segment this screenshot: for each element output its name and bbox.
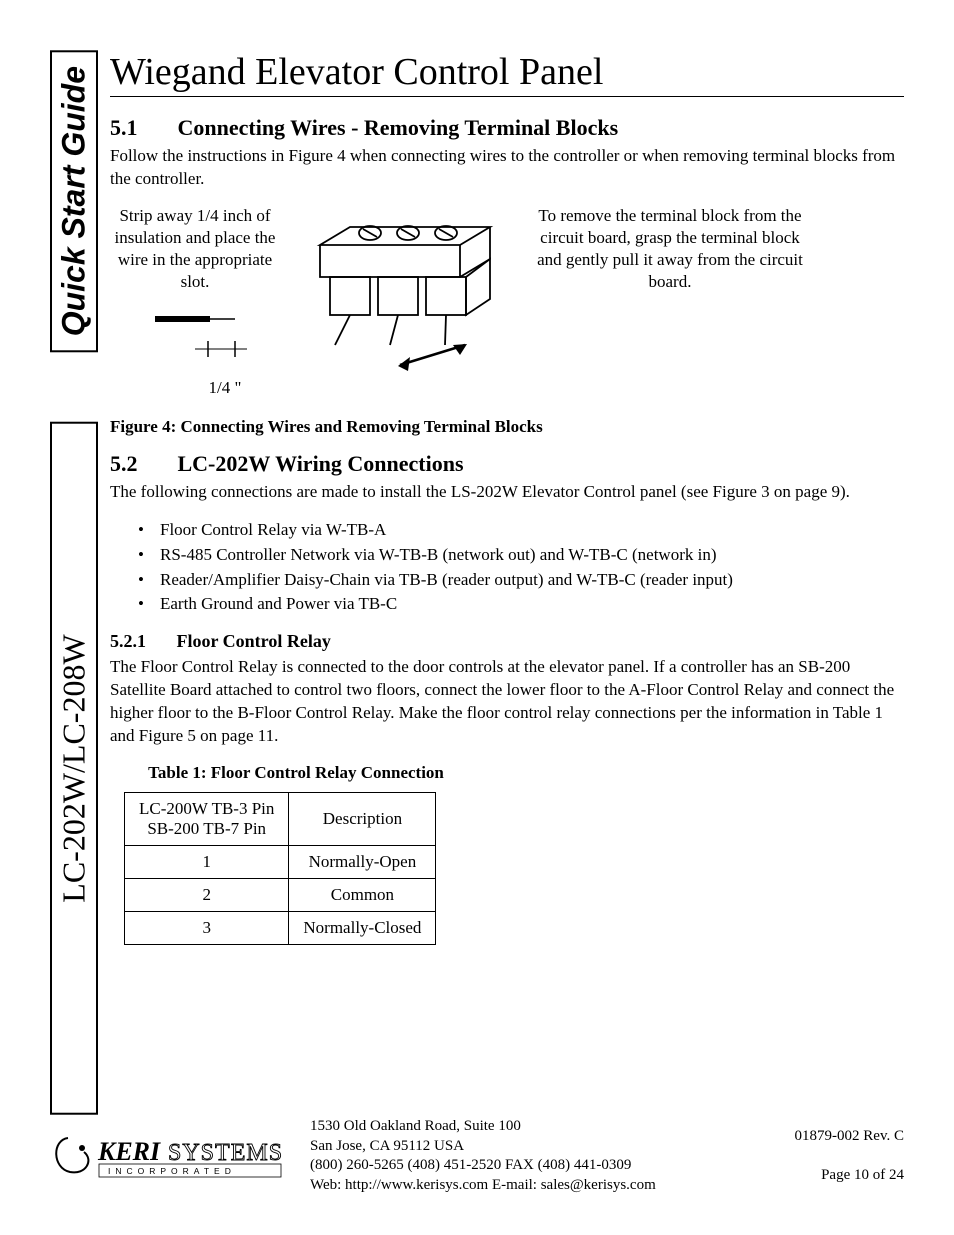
body-5-2: The following connections are made to in… (110, 481, 904, 504)
cell-pin: 2 (125, 878, 289, 911)
table-row: 3 Normally-Closed (125, 911, 436, 944)
bullet-item: Reader/Amplifier Daisy-Chain via TB-B (r… (138, 568, 904, 593)
cell-pin: 1 (125, 845, 289, 878)
figure-4-terminal-block-drawing (290, 205, 520, 390)
heading-5-1-num: 5.1 (110, 115, 172, 141)
footer-address: 1530 Old Oakland Road, Suite 100 San Jos… (310, 1117, 775, 1195)
figure-4: Strip away 1/4 inch of insulation and pl… (110, 205, 904, 400)
side-quick-start-guide-box: Quick Start Guide (50, 50, 98, 352)
heading-5-2: 5.2 LC-202W Wiring Connections (110, 451, 904, 477)
heading-5-1-text: Connecting Wires - Removing Terminal Blo… (178, 115, 619, 140)
table-header-desc: Description (289, 792, 436, 845)
bullets-5-2: Floor Control Relay via W-TB-A RS-485 Co… (138, 518, 904, 617)
figure-4-left-caption: Strip away 1/4 inch of insulation and pl… (110, 205, 280, 400)
body-5-1: Follow the instructions in Figure 4 when… (110, 145, 904, 191)
th-line1: LC-200W TB-3 Pin (139, 799, 274, 819)
cell-desc: Common (289, 878, 436, 911)
side-model-box: LC-202W/LC-208W (50, 422, 98, 1115)
table-1-caption: Table 1: Floor Control Relay Connection (136, 762, 456, 784)
side-labels: Quick Start Guide LC-202W/LC-208W (50, 50, 98, 1115)
side-qsg-text: Quick Start Guide (56, 66, 93, 336)
keri-systems-logo: KERI SYSTEMS INCORPORATED (50, 1126, 290, 1187)
figure-4-left-text: Strip away 1/4 inch of insulation and pl… (110, 205, 280, 293)
rev-text: 01879-002 Rev. C (795, 1127, 904, 1147)
addr-line: (800) 260-5265 (408) 451-2520 FAX (408) … (310, 1156, 775, 1176)
table-header-pin: LC-200W TB-3 Pin SB-200 TB-7 Pin (125, 792, 289, 845)
cell-desc: Normally-Open (289, 845, 436, 878)
addr-line: San Jose, CA 95112 USA (310, 1137, 775, 1157)
figure-4-right-caption: To remove the terminal block from the ci… (530, 205, 810, 293)
th-line2: SB-200 TB-7 Pin (139, 819, 274, 839)
table-row: 2 Common (125, 878, 436, 911)
svg-text:SYSTEMS: SYSTEMS (168, 1140, 283, 1166)
figure-4-caption: Figure 4: Connecting Wires and Removing … (110, 417, 904, 437)
table-row: 1 Normally-Open (125, 845, 436, 878)
footer-rev-page: 01879-002 Rev. C Page 10 of 24 (795, 1127, 904, 1186)
heading-5-2-1-text: Floor Control Relay (177, 631, 331, 651)
body-5-2-1: The Floor Control Relay is connected to … (110, 656, 904, 748)
table-1: LC-200W TB-3 Pin SB-200 TB-7 Pin Descrip… (124, 792, 436, 945)
cell-pin: 3 (125, 911, 289, 944)
addr-line: Web: http://www.kerisys.com E-mail: sale… (310, 1176, 775, 1196)
bullet-item: Floor Control Relay via W-TB-A (138, 518, 904, 543)
heading-5-1: 5.1 Connecting Wires - Removing Terminal… (110, 115, 904, 141)
heading-5-2-1-num: 5.2.1 (110, 631, 172, 652)
cell-desc: Normally-Closed (289, 911, 436, 944)
wire-strip-diagram (135, 293, 255, 383)
svg-text:INCORPORATED: INCORPORATED (108, 1166, 236, 1176)
bullet-item: Earth Ground and Power via TB-C (138, 592, 904, 617)
side-model-text: LC-202W/LC-208W (56, 634, 93, 902)
table-row: LC-200W TB-3 Pin SB-200 TB-7 Pin Descrip… (125, 792, 436, 845)
heading-5-2-1: 5.2.1 Floor Control Relay (110, 631, 904, 652)
addr-line: 1530 Old Oakland Road, Suite 100 (310, 1117, 775, 1137)
page-title: Wiegand Elevator Control Panel (110, 50, 904, 97)
page-num: Page 10 of 24 (795, 1166, 904, 1186)
page-footer: KERI SYSTEMS INCORPORATED 1530 Old Oakla… (50, 1117, 904, 1195)
svg-text:KERI: KERI (97, 1137, 161, 1166)
bullet-item: RS-485 Controller Network via W-TB-B (ne… (138, 543, 904, 568)
heading-5-2-text: LC-202W Wiring Connections (178, 451, 464, 476)
heading-5-2-num: 5.2 (110, 451, 172, 477)
